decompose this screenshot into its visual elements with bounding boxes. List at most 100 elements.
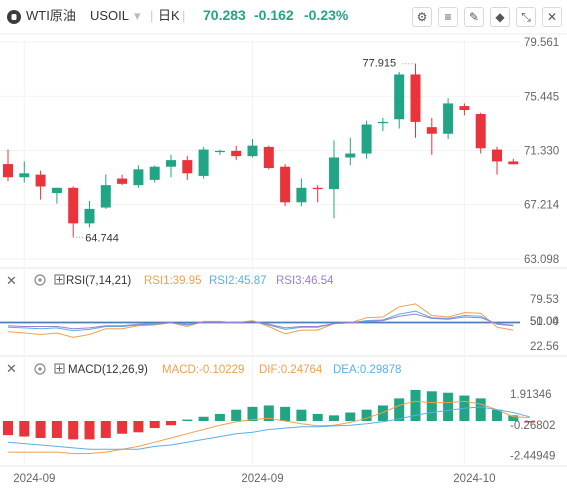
rsi3-legend: RSI3:46.54 xyxy=(276,275,334,287)
rsi1-legend: RSI1:39.95 xyxy=(144,275,202,287)
macd-tick-label: -0.26802 xyxy=(510,420,555,432)
eraser-icon[interactable]: ◆ xyxy=(490,7,510,27)
candle-body xyxy=(312,187,323,190)
candle-body xyxy=(214,150,225,153)
candle-body xyxy=(296,187,307,203)
rsi-indicator-label[interactable]: RSI(7,14,21) xyxy=(66,275,131,287)
gear-icon[interactable]: ⚙ xyxy=(412,7,432,27)
period-selector[interactable]: 日K xyxy=(158,8,180,23)
macd-histogram-bar xyxy=(198,416,209,421)
rsi-series-line xyxy=(7,313,514,330)
candle-body xyxy=(280,166,291,203)
close-icon[interactable]: ✕ xyxy=(542,7,562,27)
candle-body xyxy=(117,178,128,184)
collapse-icon[interactable]: ⤡ xyxy=(516,7,536,27)
macd-histogram-bar xyxy=(35,421,46,438)
price-tick-label: 71.330 xyxy=(524,145,559,157)
high-annotation: 77.915 xyxy=(363,58,397,70)
symbol-label[interactable]: USOIL xyxy=(90,8,130,23)
candle-body xyxy=(19,173,30,178)
rsi-series-line xyxy=(7,303,514,338)
candle-body xyxy=(361,124,372,154)
dea-line xyxy=(7,406,530,450)
dif-line xyxy=(8,400,530,454)
candle-body xyxy=(198,149,209,176)
candle-body xyxy=(100,185,111,208)
pen-icon[interactable]: ✎ xyxy=(464,7,484,27)
macd-histogram-bar xyxy=(508,415,519,421)
macd-histogram-bar xyxy=(443,392,454,421)
rsi-tick-label: 51.04 xyxy=(530,316,559,328)
panel-dividers xyxy=(0,33,567,467)
price-axis: 79.561 75.445 71.330 67.214 63.098 xyxy=(524,37,560,266)
candle-body xyxy=(492,149,502,162)
rsi-tick-label: 50.00 xyxy=(530,316,559,328)
candle-body xyxy=(475,113,486,149)
candle-body xyxy=(35,174,46,187)
macd-histogram-bar xyxy=(231,409,242,421)
macd-toolbar: ✕ MACD(12,26,9) MACD:-0.10229 DIF:0.2476… xyxy=(6,361,401,376)
candle-body xyxy=(443,103,454,134)
macd-histogram-bar xyxy=(312,413,323,421)
close-indicator-icon[interactable]: ✕ xyxy=(6,361,17,376)
gear-icon[interactable] xyxy=(34,274,46,286)
macd-histogram-bar xyxy=(149,421,160,429)
macd-axis: 1.91346 -0.26802 -2.44949 xyxy=(510,389,555,463)
macd-indicator-label[interactable]: MACD(12,26,9) xyxy=(68,364,148,376)
candle-body xyxy=(149,166,160,180)
macd-histogram-bar xyxy=(133,421,144,433)
candle-body xyxy=(247,145,258,157)
candle-body xyxy=(231,150,242,157)
macd-histogram-bar xyxy=(426,391,437,421)
macd-histogram-bar xyxy=(51,421,62,438)
macd-histogram-bar xyxy=(247,406,258,421)
grid-lines xyxy=(0,40,520,466)
macd-histogram-bar xyxy=(166,421,176,426)
divider: | xyxy=(182,8,186,23)
macd-histogram-bar xyxy=(117,421,128,434)
candle-body xyxy=(51,187,62,194)
date-tick-label: 2024-10 xyxy=(453,473,495,485)
rsi-toolbar: ✕ RSI(7,14,21) RSI1:39.95 RSI2:45.87 RSI… xyxy=(6,273,334,288)
indicator-expand-icon[interactable] xyxy=(54,274,65,285)
macd-tick-label: 1.91346 xyxy=(510,389,552,401)
price-panel xyxy=(3,63,519,238)
macd-panel xyxy=(3,389,535,454)
candle-body xyxy=(263,146,274,169)
divider: | xyxy=(150,8,154,23)
macd-histogram-bar xyxy=(214,413,225,421)
low-annotation: 64.744 xyxy=(85,232,119,244)
macd-histogram-bar xyxy=(524,421,535,423)
candle-body xyxy=(68,187,79,224)
macd-legend: MACD:-0.10229 xyxy=(162,364,244,376)
macd-histogram-bar xyxy=(182,419,193,421)
price-change-pct: -0.23% xyxy=(304,7,349,23)
indicator-expand-icon[interactable] xyxy=(54,363,65,374)
rsi-panel xyxy=(0,303,520,338)
close-indicator-icon[interactable]: ✕ xyxy=(6,273,17,288)
macd-histogram-bar xyxy=(280,406,291,421)
macd-histogram-bar xyxy=(394,398,405,421)
draw-line-icon[interactable]: ≡ xyxy=(438,7,458,27)
last-price: 70.283 xyxy=(203,7,246,23)
candle-body xyxy=(394,74,405,120)
candle-body xyxy=(84,208,95,224)
macd-tick-label: -2.44949 xyxy=(510,451,555,463)
candle-body xyxy=(377,121,388,124)
macd-histogram-bar xyxy=(296,409,307,421)
price-tick-label: 79.561 xyxy=(524,37,559,49)
macd-histogram-bar xyxy=(19,421,30,437)
date-tick-label: 2024-09 xyxy=(13,473,55,485)
macd-histogram-bar xyxy=(100,421,111,438)
date-axis: 2024-09 2024-09 2024-10 xyxy=(13,473,495,485)
candle-body xyxy=(166,160,176,167)
chevron-down-icon[interactable]: ▾ xyxy=(134,8,141,23)
rsi-tick-label: 22.56 xyxy=(530,341,559,353)
instrument-logo-icon xyxy=(6,9,22,29)
macd-histogram-bar xyxy=(492,409,502,421)
macd-histogram-bar xyxy=(263,405,274,421)
gear-icon[interactable] xyxy=(34,363,46,375)
candle-body xyxy=(459,106,470,111)
